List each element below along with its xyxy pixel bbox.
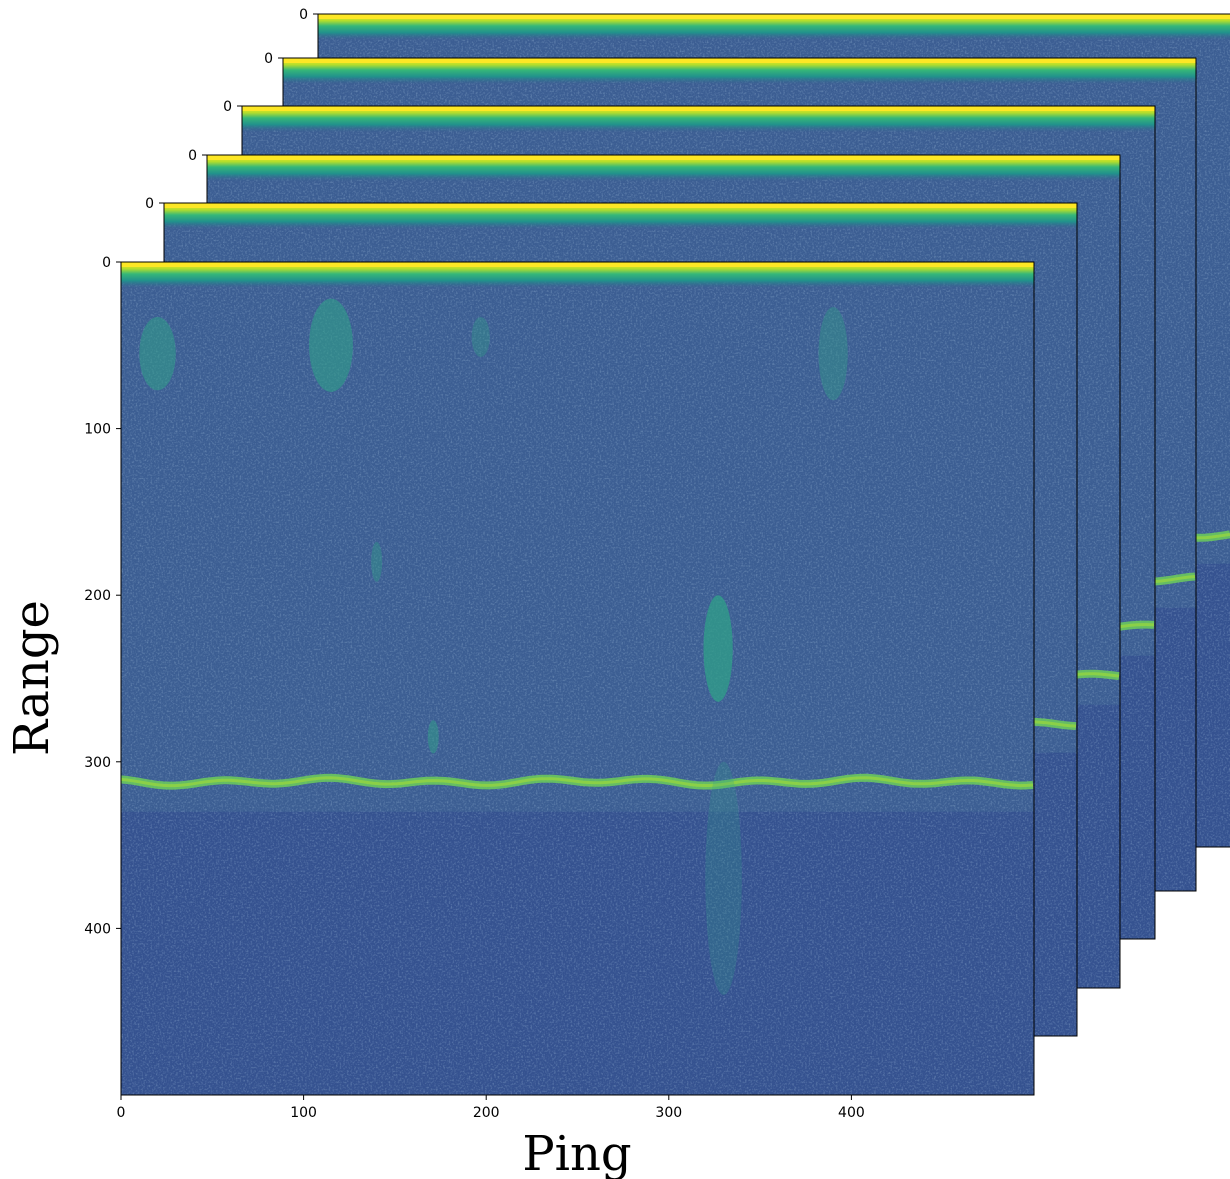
bottom-echo-core xyxy=(121,776,1034,788)
x-tick-label: 300 xyxy=(655,1105,682,1121)
y-tick-label: 0 xyxy=(264,51,273,67)
fish-school xyxy=(309,298,353,392)
fish-school xyxy=(371,541,383,582)
echogram-image xyxy=(121,262,1034,1095)
fish-school xyxy=(703,595,733,702)
y-tick-label: 0 xyxy=(145,196,154,212)
x-tick-label: 200 xyxy=(473,1105,500,1121)
y-tick-label: 0 xyxy=(188,148,197,164)
surface-line xyxy=(283,58,1196,63)
y-tick-label: 300 xyxy=(84,755,111,771)
x-tick-label: 0 xyxy=(117,1105,126,1121)
fish-school xyxy=(139,316,176,391)
fish-school xyxy=(471,316,490,357)
surface-line xyxy=(164,203,1077,208)
x-axis-label: Ping xyxy=(522,1126,631,1179)
y-tick-label: 0 xyxy=(299,7,308,23)
surface-line xyxy=(318,14,1230,19)
fish-school xyxy=(705,761,742,996)
panel-frame xyxy=(120,261,1035,1096)
fish-school xyxy=(818,306,848,401)
surface-line xyxy=(242,106,1155,111)
noise xyxy=(121,262,1034,1095)
y-tick-label: 100 xyxy=(84,422,111,438)
x-tick-label: 400 xyxy=(838,1105,865,1121)
echogram-panel xyxy=(120,261,1035,1096)
y-tick-label: 0 xyxy=(102,255,111,271)
x-tick-label: 100 xyxy=(290,1105,317,1121)
y-tick-label: 0 xyxy=(223,99,232,115)
surface-line xyxy=(207,155,1120,160)
fish-school xyxy=(427,720,439,754)
y-tick-label: 200 xyxy=(84,588,111,604)
y-axis-label: Range xyxy=(4,600,60,756)
y-tick-label: 400 xyxy=(84,921,111,937)
surface-line xyxy=(121,262,1034,267)
